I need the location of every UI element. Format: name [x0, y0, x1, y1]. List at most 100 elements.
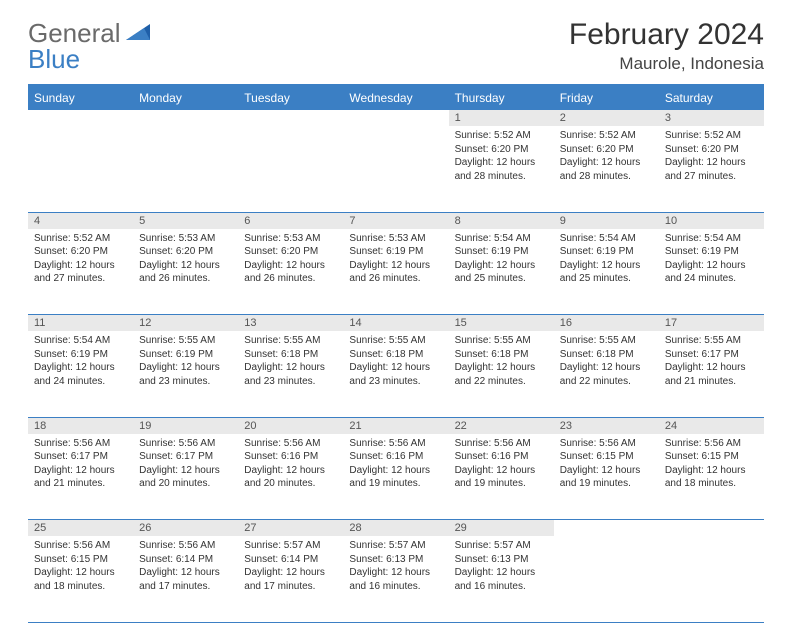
calendar-table: Sunday Monday Tuesday Wednesday Thursday… — [28, 84, 764, 623]
daylight-text: Daylight: 12 hours — [455, 259, 548, 273]
day-number-cell: 6 — [238, 212, 343, 229]
daylight-text: Daylight: 12 hours — [349, 361, 442, 375]
sunrise-text: Sunrise: 5:56 AM — [244, 437, 337, 451]
day-number: 6 — [238, 213, 343, 229]
day-cell: Sunrise: 5:53 AMSunset: 6:20 PMDaylight:… — [238, 229, 343, 315]
day-content: Sunrise: 5:57 AMSunset: 6:13 PMDaylight:… — [343, 536, 448, 599]
sunset-text: Sunset: 6:18 PM — [455, 348, 548, 362]
daylight-text: Daylight: 12 hours — [665, 259, 758, 273]
day-number-cell: 10 — [659, 212, 764, 229]
day-content: Sunrise: 5:53 AMSunset: 6:19 PMDaylight:… — [343, 229, 448, 292]
weekday-header: Thursday — [449, 85, 554, 110]
day-content: Sunrise: 5:55 AMSunset: 6:18 PMDaylight:… — [238, 331, 343, 394]
daylight-text: and 23 minutes. — [139, 375, 232, 389]
day-number: 24 — [659, 418, 764, 434]
weekday-header: Wednesday — [343, 85, 448, 110]
sunrise-text: Sunrise: 5:56 AM — [139, 539, 232, 553]
sunrise-text: Sunrise: 5:55 AM — [244, 334, 337, 348]
daylight-text: Daylight: 12 hours — [34, 464, 127, 478]
day-cell: Sunrise: 5:55 AMSunset: 6:19 PMDaylight:… — [133, 331, 238, 417]
daylight-text: Daylight: 12 hours — [244, 361, 337, 375]
day-number: 9 — [554, 213, 659, 229]
day-number-row: 2526272829 — [28, 520, 764, 537]
sunrise-text: Sunrise: 5:53 AM — [244, 232, 337, 246]
sunset-text: Sunset: 6:19 PM — [560, 245, 653, 259]
day-number-row: 123 — [28, 110, 764, 126]
day-number — [238, 110, 343, 114]
day-number: 20 — [238, 418, 343, 434]
day-cell: Sunrise: 5:52 AMSunset: 6:20 PMDaylight:… — [659, 126, 764, 212]
day-cell — [343, 126, 448, 212]
day-number: 23 — [554, 418, 659, 434]
day-number-cell: 20 — [238, 417, 343, 434]
day-number — [554, 520, 659, 524]
day-cell: Sunrise: 5:54 AMSunset: 6:19 PMDaylight:… — [659, 229, 764, 315]
day-cell: Sunrise: 5:57 AMSunset: 6:13 PMDaylight:… — [449, 536, 554, 622]
daylight-text: Daylight: 12 hours — [349, 259, 442, 273]
day-number-cell: 27 — [238, 520, 343, 537]
sunset-text: Sunset: 6:14 PM — [139, 553, 232, 567]
sunset-text: Sunset: 6:20 PM — [244, 245, 337, 259]
daylight-text: and 27 minutes. — [665, 170, 758, 184]
sunset-text: Sunset: 6:13 PM — [349, 553, 442, 567]
day-number: 8 — [449, 213, 554, 229]
day-cell: Sunrise: 5:56 AMSunset: 6:16 PMDaylight:… — [238, 434, 343, 520]
daylight-text: and 20 minutes. — [139, 477, 232, 491]
day-content: Sunrise: 5:53 AMSunset: 6:20 PMDaylight:… — [238, 229, 343, 292]
day-number: 22 — [449, 418, 554, 434]
sunrise-text: Sunrise: 5:56 AM — [139, 437, 232, 451]
day-content: Sunrise: 5:52 AMSunset: 6:20 PMDaylight:… — [659, 126, 764, 189]
day-number-row: 11121314151617 — [28, 315, 764, 332]
sunrise-text: Sunrise: 5:52 AM — [455, 129, 548, 143]
day-content: Sunrise: 5:53 AMSunset: 6:20 PMDaylight:… — [133, 229, 238, 292]
day-number: 5 — [133, 213, 238, 229]
day-content: Sunrise: 5:52 AMSunset: 6:20 PMDaylight:… — [28, 229, 133, 292]
day-cell: Sunrise: 5:54 AMSunset: 6:19 PMDaylight:… — [449, 229, 554, 315]
sunset-text: Sunset: 6:16 PM — [349, 450, 442, 464]
sunset-text: Sunset: 6:15 PM — [665, 450, 758, 464]
week-row: Sunrise: 5:52 AMSunset: 6:20 PMDaylight:… — [28, 229, 764, 315]
day-cell — [659, 536, 764, 622]
sunrise-text: Sunrise: 5:56 AM — [665, 437, 758, 451]
weekday-header: Saturday — [659, 85, 764, 110]
day-content: Sunrise: 5:56 AMSunset: 6:17 PMDaylight:… — [133, 434, 238, 497]
sunset-text: Sunset: 6:13 PM — [455, 553, 548, 567]
day-cell: Sunrise: 5:52 AMSunset: 6:20 PMDaylight:… — [554, 126, 659, 212]
day-number-cell: 2 — [554, 110, 659, 126]
logo-text-2: Blue — [28, 44, 80, 75]
sunrise-text: Sunrise: 5:53 AM — [139, 232, 232, 246]
day-number-cell: 14 — [343, 315, 448, 332]
weekday-header-row: Sunday Monday Tuesday Wednesday Thursday… — [28, 85, 764, 110]
daylight-text: Daylight: 12 hours — [560, 464, 653, 478]
day-number: 26 — [133, 520, 238, 536]
sunset-text: Sunset: 6:20 PM — [139, 245, 232, 259]
day-content: Sunrise: 5:55 AMSunset: 6:19 PMDaylight:… — [133, 331, 238, 394]
daylight-text: and 19 minutes. — [349, 477, 442, 491]
day-cell: Sunrise: 5:55 AMSunset: 6:18 PMDaylight:… — [238, 331, 343, 417]
daylight-text: Daylight: 12 hours — [244, 259, 337, 273]
day-number-cell — [133, 110, 238, 126]
daylight-text: Daylight: 12 hours — [349, 566, 442, 580]
daylight-text: Daylight: 12 hours — [560, 259, 653, 273]
day-number — [659, 520, 764, 524]
sunrise-text: Sunrise: 5:54 AM — [665, 232, 758, 246]
sunset-text: Sunset: 6:20 PM — [455, 143, 548, 157]
day-number-cell: 25 — [28, 520, 133, 537]
daylight-text: and 17 minutes. — [244, 580, 337, 594]
sunrise-text: Sunrise: 5:52 AM — [665, 129, 758, 143]
day-cell: Sunrise: 5:55 AMSunset: 6:17 PMDaylight:… — [659, 331, 764, 417]
sunrise-text: Sunrise: 5:56 AM — [34, 539, 127, 553]
sunset-text: Sunset: 6:15 PM — [34, 553, 127, 567]
day-content: Sunrise: 5:55 AMSunset: 6:18 PMDaylight:… — [554, 331, 659, 394]
day-cell: Sunrise: 5:56 AMSunset: 6:17 PMDaylight:… — [28, 434, 133, 520]
day-cell: Sunrise: 5:55 AMSunset: 6:18 PMDaylight:… — [554, 331, 659, 417]
day-number-row: 18192021222324 — [28, 417, 764, 434]
daylight-text: and 16 minutes. — [349, 580, 442, 594]
weekday-header: Sunday — [28, 85, 133, 110]
daylight-text: and 17 minutes. — [139, 580, 232, 594]
daylight-text: Daylight: 12 hours — [34, 259, 127, 273]
day-number: 29 — [449, 520, 554, 536]
day-number: 7 — [343, 213, 448, 229]
day-cell: Sunrise: 5:56 AMSunset: 6:15 PMDaylight:… — [28, 536, 133, 622]
daylight-text: and 26 minutes. — [139, 272, 232, 286]
